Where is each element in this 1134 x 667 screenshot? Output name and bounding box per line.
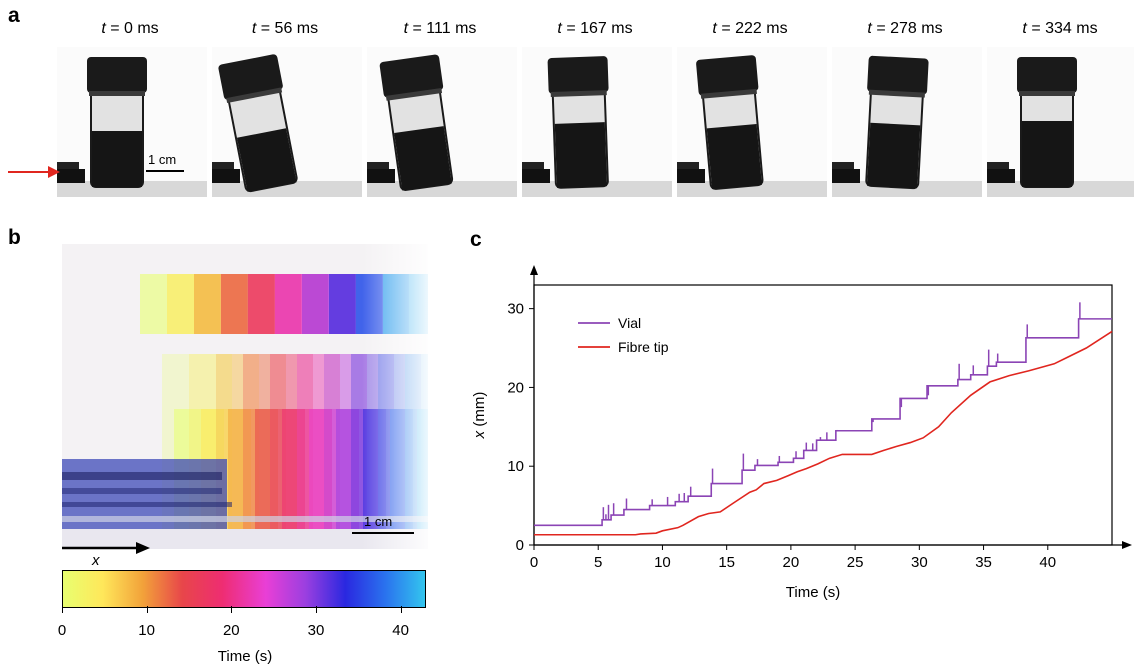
y-tick-label: 0 [516, 537, 524, 554]
x-tick-label: 20 [783, 554, 800, 571]
colorbar-title: Time (s) [217, 648, 273, 665]
x-tick-label: 0 [530, 554, 538, 571]
frame-time-label: t = 167 ms [557, 20, 633, 37]
colorbar-tick [231, 606, 233, 613]
frame-scale-bar [146, 170, 184, 172]
composite-scale-bar [352, 532, 414, 534]
x-tick-label: 5 [594, 554, 602, 571]
frame-time-label: t = 0 ms [101, 20, 159, 37]
video-frame [57, 47, 207, 197]
y-tick-label: 10 [507, 458, 524, 475]
y-axis-label: x (mm) [471, 392, 488, 440]
x-tick-label: 40 [1039, 554, 1056, 571]
x-tick-label: 25 [847, 554, 864, 571]
y-tick-label: 30 [507, 301, 524, 318]
x-tick-label: 15 [718, 554, 735, 571]
legend-label: Fibre tip [618, 339, 669, 355]
colorbar-tick-label: 30 [307, 622, 325, 639]
colorbar-tick [400, 606, 402, 613]
colorbar-tick [315, 606, 317, 613]
legend-label: Vial [618, 315, 641, 331]
video-frame [212, 47, 362, 197]
panel-label-a: a [8, 4, 20, 27]
x-tick-label: 35 [975, 554, 992, 571]
video-frame [832, 47, 982, 197]
x-tick-label: 30 [911, 554, 928, 571]
colorbar-tick-label: 40 [392, 622, 409, 639]
frame-scale-bar-label: 1 cm [148, 152, 177, 167]
fibre-tip-series-line [534, 330, 1113, 536]
composite-scale-bar-label: 1 cm [364, 514, 393, 529]
x-axis-label: Time (s) [786, 584, 840, 601]
frame-time-label: t = 111 ms [403, 20, 477, 37]
y-axis-arrowhead [530, 265, 538, 275]
panel-label-b: b [8, 226, 21, 249]
time-colorbar [62, 570, 426, 608]
video-frame [677, 47, 827, 197]
position-vs-time-plot: 0 5 10 15 20 25 30 35 40 0 10 20 30 Time (s) x (mm) Via… [471, 265, 1132, 601]
colorbar-tick [146, 606, 148, 613]
y-tick-label: 20 [507, 379, 524, 396]
frame-time-label: t = 222 ms [712, 20, 788, 37]
x-tick-label: 10 [654, 554, 671, 571]
colorbar-tick-label: 0 [57, 622, 67, 639]
frame-time-label: t = 278 ms [867, 20, 943, 37]
video-frame [522, 47, 672, 197]
vial-series-line [534, 318, 1112, 527]
colorbar-tick-label: 20 [222, 622, 240, 639]
x-direction-label: x [92, 552, 100, 569]
frame-time-label: t = 56 ms [251, 20, 319, 37]
x-axis-arrowhead [1122, 541, 1132, 549]
wall-position-arrow [8, 166, 60, 178]
frame-time-label: t = 334 ms [1022, 20, 1098, 37]
x-direction-arrow [62, 542, 150, 554]
panel-label-c: c [470, 228, 482, 251]
colorbar-tick [62, 606, 63, 613]
video-frame [987, 47, 1134, 197]
time-lapse-composite-image [62, 244, 475, 549]
video-frame [367, 47, 517, 197]
colorbar-tick-label: 10 [138, 622, 155, 639]
